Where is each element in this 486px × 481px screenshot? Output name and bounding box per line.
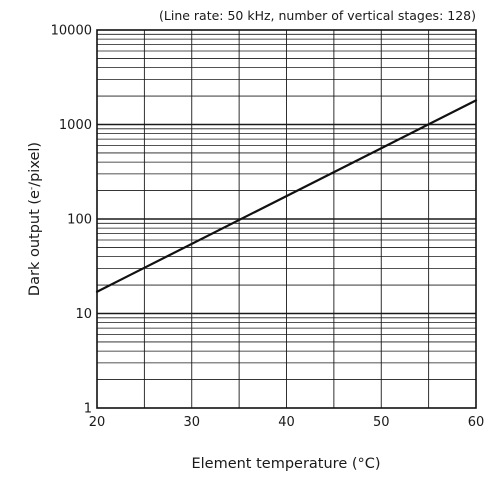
- y-tick-label: 100: [67, 213, 92, 228]
- y-tick-label: 10: [75, 307, 92, 322]
- x-tick-labels: 20 30 40 50 60: [89, 415, 485, 430]
- y-axis-label: Dark output (e-/pixel): [27, 142, 43, 296]
- x-tick-label: 20: [89, 415, 106, 430]
- y-tick-label: 10000: [51, 24, 92, 39]
- chart-annotation: (Line rate: 50 kHz, number of vertical s…: [159, 8, 476, 23]
- x-axis-label: Element temperature (°C): [191, 456, 380, 472]
- plot-frame: [96, 29, 477, 409]
- x-tick-label: 30: [183, 415, 200, 430]
- x-tick-label: 50: [373, 415, 390, 430]
- series-layer: [95, 99, 478, 293]
- y-axis-label-prefix: Dark output (e: [27, 190, 43, 296]
- y-axis-label-suffix: /pixel): [27, 142, 43, 187]
- y-tick-label: 1000: [59, 118, 92, 133]
- x-tick-label: 40: [278, 415, 295, 430]
- grid-layer: [97, 30, 476, 408]
- y-tick-label: 1: [84, 402, 92, 417]
- y-tick-labels: 1 10 100 1000 10000: [51, 24, 92, 417]
- y-axis-label-superscript: -: [27, 187, 37, 190]
- x-tick-label: 60: [468, 415, 485, 430]
- series-line: [95, 99, 478, 293]
